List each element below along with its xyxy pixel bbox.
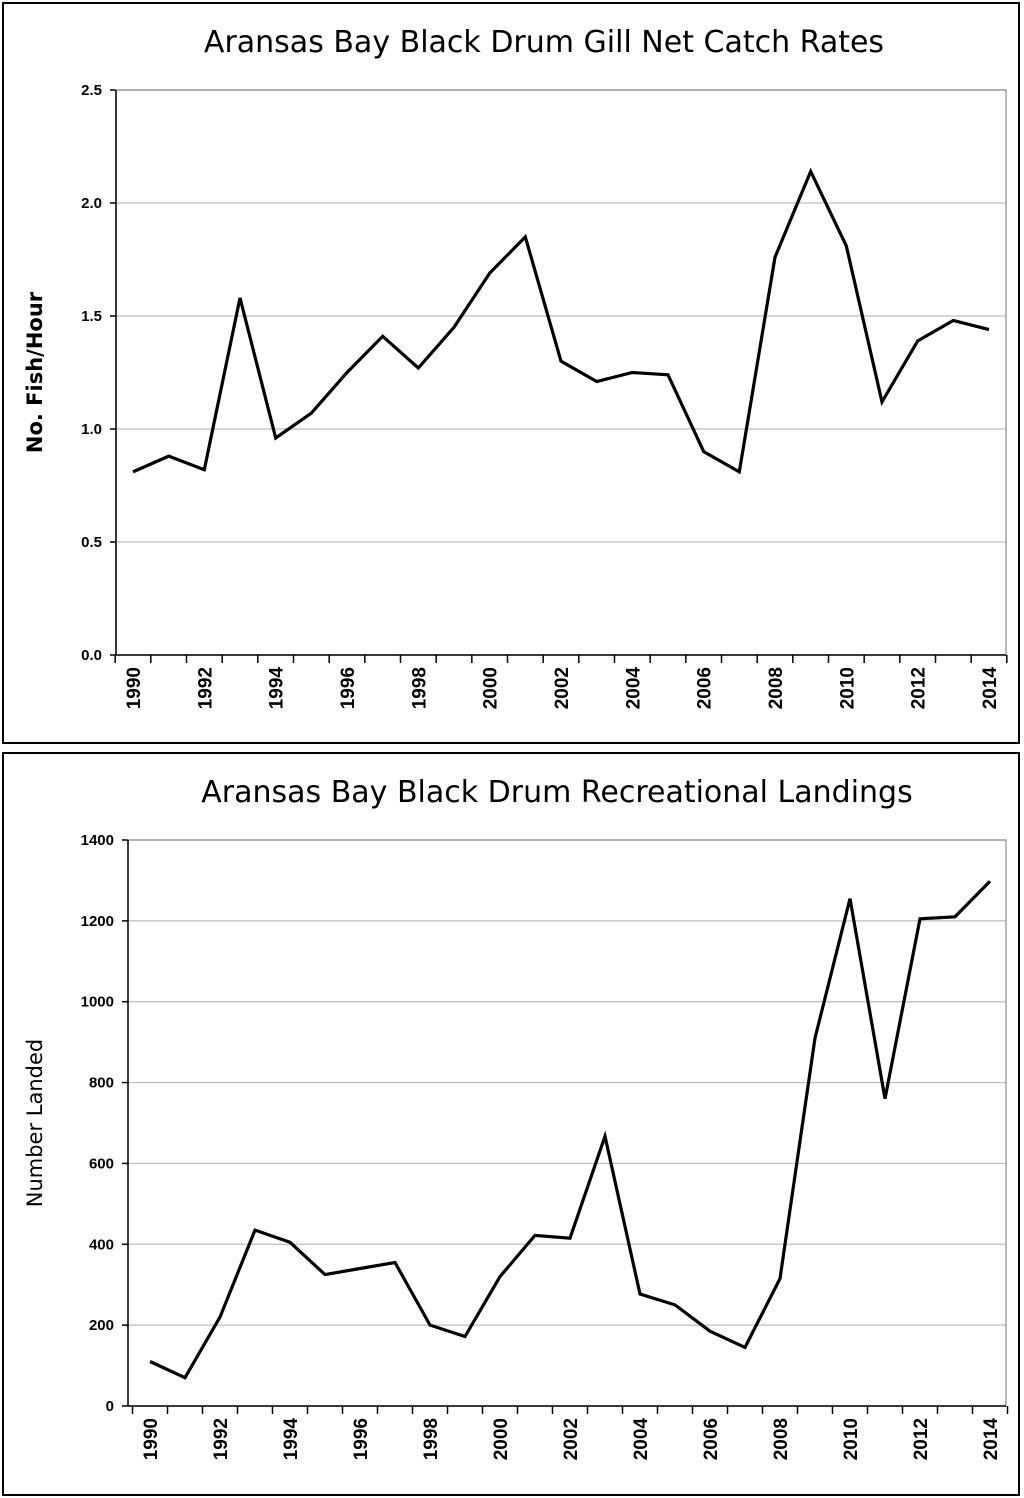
y-tick-label: 200 (89, 1317, 114, 1334)
x-tick-label: 1998 (409, 667, 430, 709)
plot-area (127, 839, 1007, 1407)
catch-rates-chart: Aransas Bay Black Drum Gill Net Catch Ra… (23, 25, 1008, 710)
y-tick-label: 2.0 (81, 195, 102, 212)
x-tick-label: 1992 (211, 1418, 232, 1460)
y-tick-label: 800 (89, 1075, 114, 1092)
x-tick-label: 2002 (552, 667, 573, 709)
x-tick-label: 1998 (421, 1418, 442, 1460)
x-tick-label: 2006 (701, 1418, 722, 1460)
x-tick-label: 2010 (841, 1418, 862, 1460)
x-tick-label: 1996 (338, 667, 359, 709)
recreational-landings-chart-panel: Aransas Bay Black Drum Recreational Land… (2, 752, 1020, 1496)
x-tick-label: 2008 (766, 667, 787, 709)
x-tick-label: 2008 (771, 1418, 792, 1460)
y-tick-label: 1.5 (81, 308, 102, 325)
x-tick-label: 1994 (267, 667, 288, 710)
y-tick-label: 1400 (81, 832, 114, 849)
chart-title: Aransas Bay Black Drum Recreational Land… (201, 775, 912, 810)
recreational-landings-chart: Aransas Bay Black Drum Recreational Land… (23, 775, 1009, 1461)
x-tick-label: 1990 (141, 1418, 162, 1460)
x-tick-label: 2004 (631, 1418, 652, 1461)
x-tick-label: 2002 (561, 1418, 582, 1460)
x-tick-label: 1990 (124, 667, 145, 709)
y-axis-label: No. Fish/Hour (23, 291, 47, 453)
y-tick-label: 1000 (81, 994, 114, 1011)
plot-area (115, 89, 1007, 656)
y-tick-label: 1.0 (81, 421, 102, 438)
series-line (132, 167, 990, 475)
y-gridlines (116, 89, 1006, 543)
x-tick-label: 2012 (909, 667, 930, 709)
x-tick-label: 2012 (911, 1418, 932, 1460)
x-tick-label: 1994 (281, 1418, 302, 1461)
x-tick-label: 2000 (481, 667, 502, 709)
chart-title: Aransas Bay Black Drum Gill Net Catch Ra… (204, 25, 884, 60)
y-gridlines (128, 839, 1006, 1326)
y-tick-label: 400 (89, 1236, 114, 1253)
y-tick-label: 1200 (81, 913, 114, 930)
x-tick-label: 2010 (837, 667, 858, 709)
y-tick-label: 0 (106, 1398, 114, 1415)
series-line (149, 880, 992, 1380)
y-tick-label: 0.0 (81, 647, 102, 664)
x-tick-label: 2000 (491, 1418, 512, 1460)
catch-rates-chart-panel: Aransas Bay Black Drum Gill Net Catch Ra… (2, 2, 1020, 744)
x-tick-label: 1992 (195, 667, 216, 709)
y-tick-label: 0.5 (81, 534, 102, 551)
x-tick-label: 1996 (351, 1418, 372, 1460)
y-tick-label: 2.5 (81, 82, 102, 99)
x-tick-label: 2006 (695, 667, 716, 709)
x-tick-label: 2004 (623, 667, 644, 710)
x-tick-label: 2014 (980, 667, 1001, 710)
y-tick-label: 600 (89, 1155, 114, 1172)
x-tick-label: 2014 (981, 1418, 1002, 1461)
y-axis-label: Number Landed (23, 1039, 47, 1208)
